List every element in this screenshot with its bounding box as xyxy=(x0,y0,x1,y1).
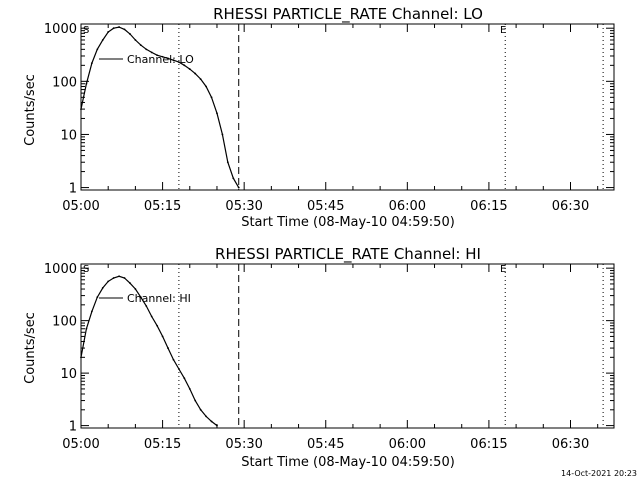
data-point-lo-17 xyxy=(172,59,175,62)
data-point-hi-21 xyxy=(194,399,197,402)
data-point-hi-7 xyxy=(118,275,120,278)
chart-title-lo: RHESSI PARTICLE_RATE Channel: LO xyxy=(213,5,483,24)
x-tick-label-hi-3: 05:45 xyxy=(307,437,344,452)
data-point-hi-11 xyxy=(139,296,142,299)
y-tick-label-hi-0: 1 xyxy=(69,420,77,435)
data-point-hi-13 xyxy=(150,315,153,318)
y-axis-label-lo: Counts/sec xyxy=(23,74,38,146)
start-flag-hi: S xyxy=(83,264,89,275)
x-tick-label-lo-3: 05:45 xyxy=(307,199,344,214)
data-point-lo-14 xyxy=(156,54,159,57)
data-point-hi-6 xyxy=(112,277,115,279)
data-point-lo-24 xyxy=(210,96,213,99)
data-point-lo-19 xyxy=(183,64,186,67)
data-point-lo-23 xyxy=(205,85,207,88)
data-point-lo-13 xyxy=(150,51,153,54)
start-flag-lo: S xyxy=(83,25,89,36)
x-tick-label-lo-6: 06:30 xyxy=(552,199,589,214)
data-point-hi-3 xyxy=(96,296,99,299)
y-tick-label-hi-3: 1000 xyxy=(44,262,77,277)
chart-title-hi: RHESSI PARTICLE_RATE Channel: HI xyxy=(215,245,481,264)
x-axis-label-lo: Start Time (08-May-10 04:59:50) xyxy=(241,215,455,230)
data-point-hi-23 xyxy=(205,415,207,418)
data-point-hi-12 xyxy=(145,305,148,307)
x-tick-label-lo-0: 05:00 xyxy=(62,199,99,214)
data-point-hi-1 xyxy=(85,327,88,330)
data-point-lo-18 xyxy=(177,61,180,64)
data-point-hi-8 xyxy=(123,277,126,279)
y-tick-label-lo-0: 1 xyxy=(69,182,77,197)
end-flag-lo: E xyxy=(500,25,506,36)
x-axis-label-hi: Start Time (08-May-10 04:59:50) xyxy=(241,455,455,470)
data-point-lo-4 xyxy=(101,39,104,41)
data-point-hi-24 xyxy=(210,420,213,423)
data-point-hi-2 xyxy=(90,310,93,313)
legend-label-hi: Channel: HI xyxy=(127,292,191,305)
footer-timestamp: 14-Oct-2021 20:23 xyxy=(561,469,637,478)
x-tick-label-hi-5: 06:15 xyxy=(470,437,507,452)
x-tick-label-lo-2: 05:30 xyxy=(225,199,262,214)
data-point-hi-9 xyxy=(129,282,131,284)
x-tick-label-hi-0: 05:00 xyxy=(62,437,99,452)
data-point-lo-9 xyxy=(129,33,131,35)
data-point-lo-20 xyxy=(188,68,191,70)
y-tick-label-lo-2: 100 xyxy=(52,75,77,90)
data-point-hi-20 xyxy=(188,388,191,390)
data-point-hi-16 xyxy=(167,347,169,349)
data-point-hi-17 xyxy=(172,358,175,361)
data-point-lo-12 xyxy=(145,48,148,51)
x-tick-label-lo-4: 06:00 xyxy=(389,199,426,214)
y-tick-label-hi-1: 10 xyxy=(60,367,77,382)
data-point-hi-4 xyxy=(101,287,104,289)
data-point-lo-6 xyxy=(112,27,115,30)
data-point-lo-10 xyxy=(134,39,137,41)
data-series-line-hi-0 xyxy=(80,275,218,427)
x-tick-label-lo-1: 05:15 xyxy=(144,199,181,214)
y-tick-label-hi-2: 100 xyxy=(52,315,77,330)
y-tick-label-lo-3: 1000 xyxy=(44,22,77,37)
data-point-lo-26 xyxy=(221,133,224,136)
data-point-hi-10 xyxy=(134,288,137,290)
data-point-lo-7 xyxy=(118,26,120,28)
data-point-hi-22 xyxy=(199,408,202,411)
data-series-line-lo-0 xyxy=(80,26,240,188)
data-point-hi-5 xyxy=(107,280,110,283)
end-flag-hi: E xyxy=(500,264,506,275)
data-point-hi-0 xyxy=(80,356,82,359)
data-point-hi-19 xyxy=(183,377,186,380)
data-point-lo-1 xyxy=(85,82,88,85)
data-point-lo-27 xyxy=(226,161,229,164)
data-point-lo-15 xyxy=(161,55,164,58)
plot-frame-hi xyxy=(80,263,615,429)
x-tick-label-hi-2: 05:30 xyxy=(225,437,262,452)
data-point-lo-5 xyxy=(107,31,110,33)
x-tick-label-hi-4: 06:00 xyxy=(389,437,426,452)
data-point-lo-25 xyxy=(216,112,218,115)
data-point-hi-15 xyxy=(161,335,164,338)
data-point-lo-0 xyxy=(80,108,82,111)
data-point-lo-8 xyxy=(123,28,126,31)
data-point-lo-2 xyxy=(90,62,93,65)
x-tick-label-hi-6: 06:30 xyxy=(552,437,589,452)
x-tick-label-lo-5: 06:15 xyxy=(470,199,507,214)
data-point-lo-21 xyxy=(194,72,197,75)
data-point-hi-25 xyxy=(216,424,218,427)
data-point-lo-16 xyxy=(167,57,169,60)
data-point-hi-18 xyxy=(177,368,180,370)
y-axis-label-hi: Counts/sec xyxy=(23,312,38,384)
data-point-lo-28 xyxy=(232,177,235,180)
y-tick-label-lo-1: 10 xyxy=(60,128,77,143)
legend-label-lo: Channel: LO xyxy=(127,53,194,66)
data-point-lo-11 xyxy=(139,44,142,47)
data-point-lo-22 xyxy=(199,78,202,81)
data-point-lo-3 xyxy=(96,48,99,51)
x-tick-label-hi-1: 05:15 xyxy=(144,437,181,452)
data-point-hi-14 xyxy=(156,324,159,327)
data-point-lo-29 xyxy=(237,186,240,189)
